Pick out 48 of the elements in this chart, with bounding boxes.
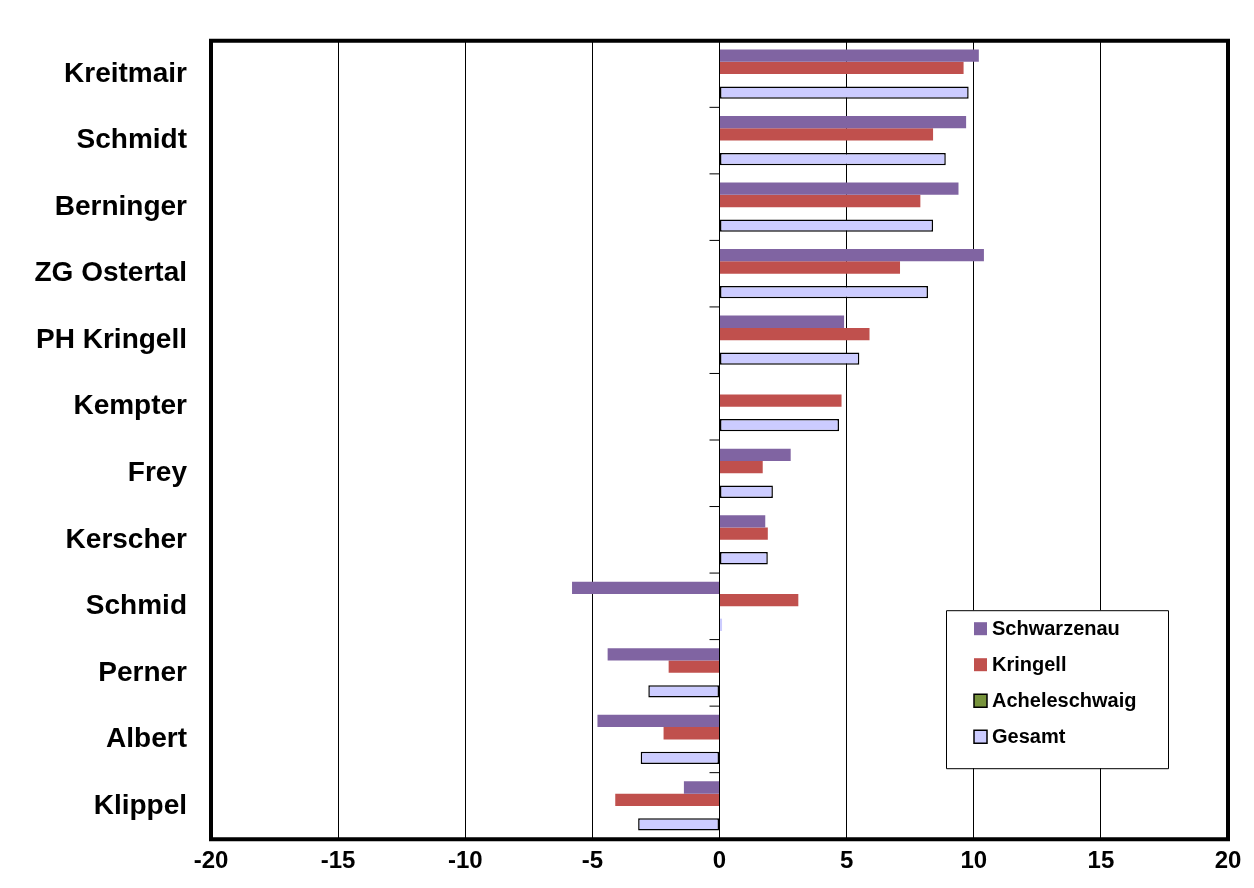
x-tick-label: -20	[193, 846, 229, 874]
bar	[683, 781, 719, 794]
x-tick-label: -5	[581, 846, 604, 874]
y-tick-label: Klippel	[93, 788, 187, 820]
bar	[720, 194, 921, 208]
x-tick-label: -10	[447, 846, 483, 874]
y-tick-label: Perner	[98, 655, 188, 687]
bar	[720, 448, 791, 461]
x-tick-label: 15	[1087, 846, 1115, 874]
bar	[668, 660, 719, 673]
y-tick-label: Kempter	[73, 389, 188, 421]
legend-label: Kringell	[992, 652, 1067, 675]
bar	[720, 460, 763, 474]
bar	[720, 249, 984, 262]
y-tick-label: Schmid	[85, 589, 187, 621]
x-tick-label: 5	[839, 846, 854, 874]
bar	[597, 714, 719, 728]
legend-label: Gesamt	[992, 724, 1066, 747]
x-tick-label: 10	[960, 846, 988, 874]
y-tick-label: Schmidt	[76, 123, 187, 155]
bar	[720, 115, 967, 129]
bar	[663, 727, 719, 740]
y-tick-label: Kerscher	[65, 522, 188, 554]
y-tick-label: PH Kringell	[36, 322, 187, 354]
bar	[720, 315, 845, 328]
y-tick-label: Berninger	[54, 189, 188, 221]
bar	[607, 648, 719, 661]
y-tick-label: ZG Ostertal	[34, 256, 187, 288]
bar	[615, 793, 719, 806]
bar	[720, 261, 901, 274]
y-tick-label: Albert	[106, 722, 187, 754]
legend-label: Acheleschwaig	[992, 688, 1137, 711]
bar	[720, 128, 934, 141]
bar	[720, 394, 842, 407]
y-tick-label: Frey	[127, 455, 188, 487]
bar	[720, 49, 979, 62]
x-tick-label: -15	[320, 846, 356, 874]
legend-label: Schwarzenau	[992, 616, 1120, 639]
bar	[572, 581, 719, 595]
y-tick-label: Kreitmair	[64, 56, 188, 88]
bar	[720, 527, 768, 540]
bar	[720, 594, 799, 607]
x-tick-label: 20	[1214, 846, 1242, 874]
bar	[720, 61, 964, 75]
bar	[720, 182, 959, 195]
bar	[720, 327, 870, 341]
x-tick-label: 0	[712, 846, 727, 874]
bar	[720, 515, 766, 528]
